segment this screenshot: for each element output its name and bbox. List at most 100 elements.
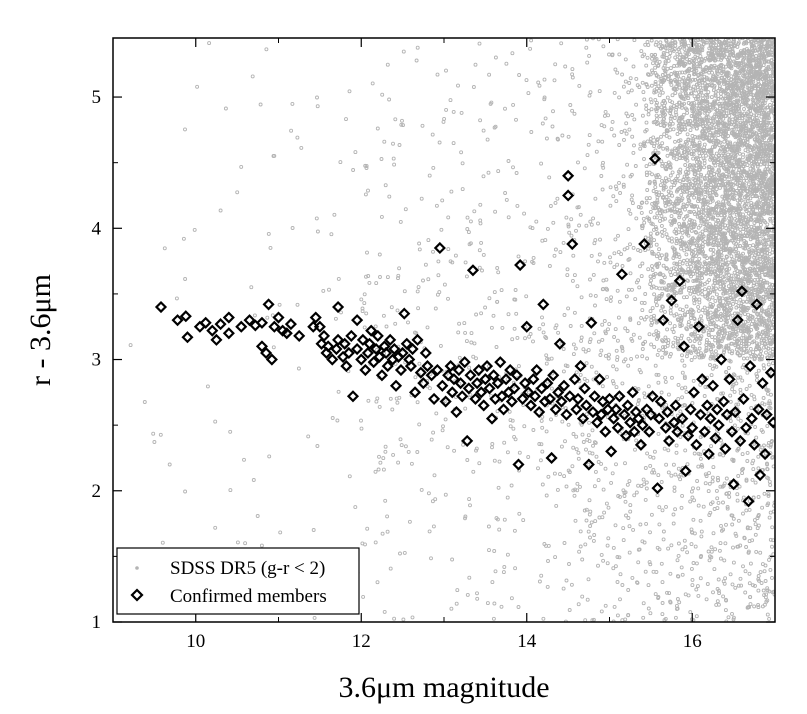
sdss-point (763, 563, 768, 568)
sdss-point (745, 356, 750, 361)
sdss-point (614, 367, 619, 372)
sdss-point (719, 43, 724, 48)
sdss-point (635, 580, 639, 585)
sdss-point (586, 348, 591, 353)
sdss-point (142, 400, 147, 404)
sdss-point (679, 336, 684, 341)
sdss-point (769, 78, 774, 83)
sdss-point (750, 163, 755, 168)
sdss-point (388, 566, 393, 571)
sdss-point (662, 446, 667, 451)
sdss-point (747, 581, 752, 586)
sdss-point (756, 454, 761, 459)
sdss-point (746, 412, 751, 417)
sdss-point (707, 558, 712, 563)
sdss-point (582, 508, 587, 513)
sdss-point (553, 62, 558, 67)
sdss-point (364, 311, 369, 316)
sdss-point (730, 297, 735, 302)
sdss-point (718, 210, 723, 215)
sdss-point (553, 326, 558, 330)
sdss-point (664, 39, 669, 44)
sdss-point (441, 119, 446, 124)
sdss-point (698, 282, 703, 286)
sdss-point (693, 297, 698, 302)
sdss-point (620, 72, 625, 77)
sdss-point (657, 505, 662, 510)
sdss-point (626, 207, 631, 212)
sdss-point (736, 544, 741, 549)
sdss-point (770, 361, 775, 366)
sdss-point (359, 297, 364, 302)
sdss-point (336, 389, 341, 394)
sdss-point (755, 103, 760, 108)
sdss-point (660, 279, 665, 284)
sdss-point (584, 412, 589, 417)
sdss-point (614, 462, 618, 467)
sdss-point (683, 106, 688, 111)
sdss-point (661, 348, 666, 353)
sdss-point (467, 497, 472, 502)
sdss-point (680, 88, 685, 93)
sdss-point (603, 329, 608, 334)
sdss-point (717, 591, 722, 596)
sdss-point (653, 299, 658, 304)
sdss-point (624, 121, 629, 126)
sdss-point (672, 116, 677, 120)
sdss-point (754, 248, 759, 253)
sdss-point (768, 537, 773, 542)
sdss-point (675, 558, 680, 563)
sdss-point (693, 330, 697, 335)
sdss-point (721, 209, 726, 214)
sdss-point (680, 308, 685, 313)
sdss-point (660, 217, 665, 222)
sdss-point (739, 338, 744, 343)
sdss-point (528, 225, 533, 230)
sdss-point (703, 240, 707, 244)
sdss-point (695, 584, 700, 589)
sdss-point (761, 334, 766, 339)
sdss-point (614, 199, 619, 204)
sdss-point (599, 552, 604, 557)
sdss-point (750, 168, 755, 173)
sdss-point (644, 103, 649, 108)
sdss-point (540, 414, 545, 419)
sdss-point (712, 210, 717, 215)
sdss-point (290, 101, 295, 106)
sdss-point (312, 615, 317, 620)
sdss-point (541, 330, 546, 335)
sdss-point (258, 102, 263, 107)
sdss-point (615, 288, 620, 293)
sdss-point (607, 52, 611, 57)
sdss-point (610, 119, 615, 124)
sdss-point (748, 166, 753, 171)
sdss-point (502, 517, 507, 522)
sdss-point (644, 480, 649, 485)
sdss-point (739, 583, 744, 588)
sdss-point (722, 160, 727, 165)
sdss-point (329, 232, 334, 237)
sdss-point (643, 569, 648, 574)
sdss-point (690, 583, 695, 588)
sdss-point (683, 207, 687, 212)
sdss-point (615, 613, 620, 618)
sdss-point (663, 616, 668, 621)
sdss-point (680, 272, 685, 277)
sdss-point (669, 473, 674, 478)
sdss-point (727, 330, 732, 335)
sdss-point (547, 175, 552, 180)
sdss-point (641, 615, 646, 620)
sdss-point (772, 589, 775, 594)
sdss-point (688, 339, 693, 343)
sdss-point (717, 148, 722, 153)
sdss-point (666, 470, 671, 475)
sdss-point (690, 495, 695, 500)
sdss-point (649, 236, 654, 241)
sdss-point (639, 274, 644, 279)
sdss-point (577, 83, 582, 88)
sdss-point (644, 82, 649, 87)
sdss-point (617, 95, 622, 100)
sdss-point (680, 572, 685, 577)
sdss-point (490, 445, 494, 450)
sdss-point (724, 476, 729, 481)
